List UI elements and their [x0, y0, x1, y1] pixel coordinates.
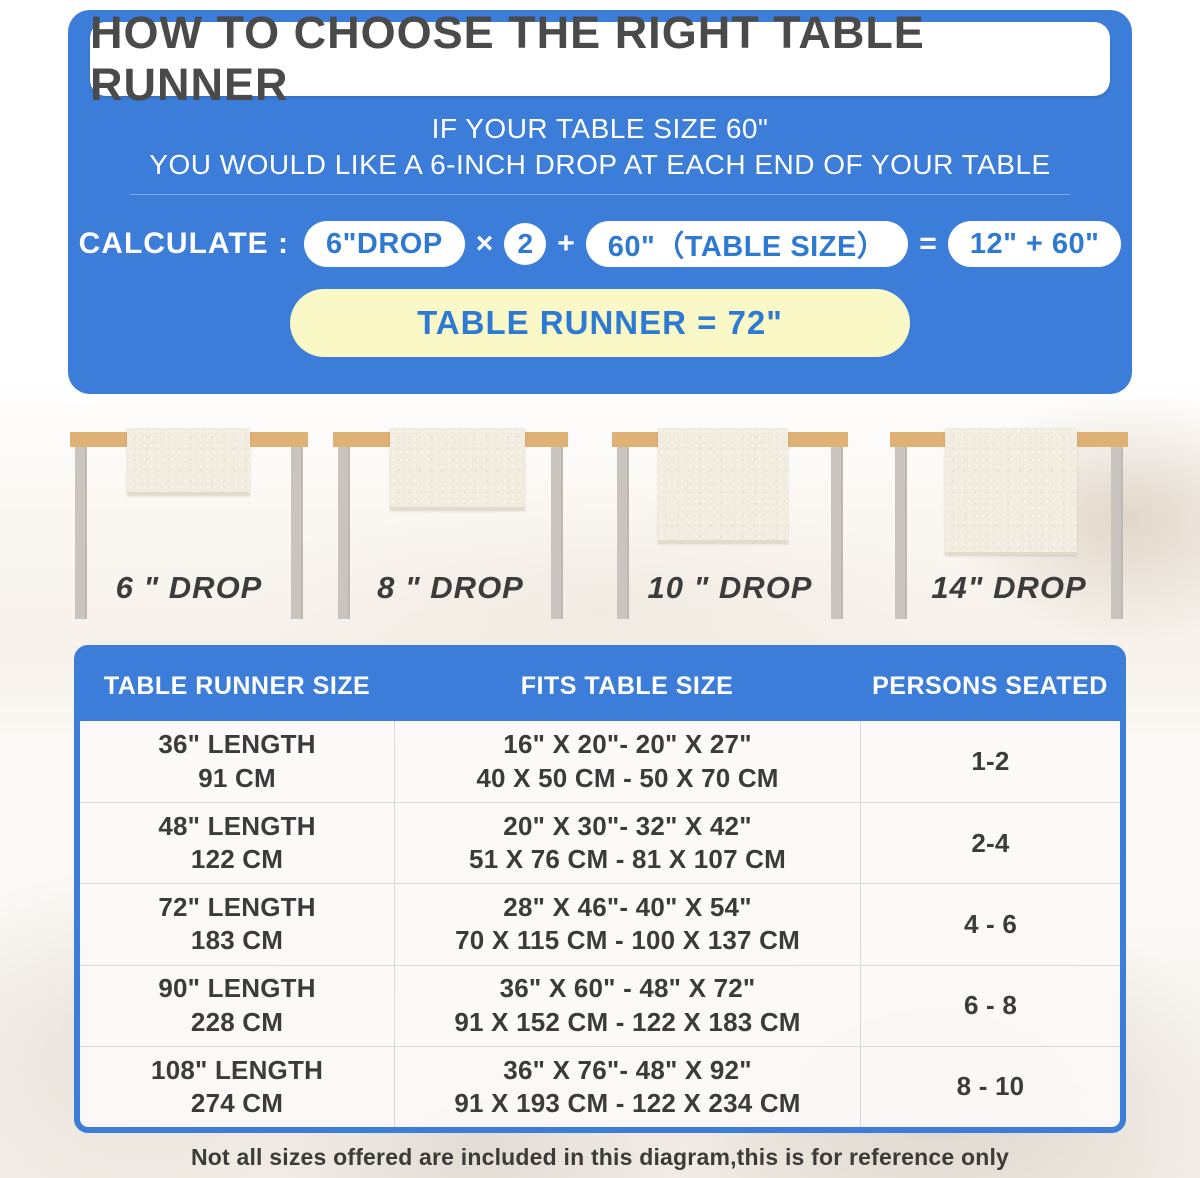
result-pill: TABLE RUNNER = 72"	[290, 289, 910, 357]
fits-table-size-cell: 20" X 30"- 32" X 42" 51 X 76 CM - 81 X 1…	[394, 803, 860, 884]
table-row: 72" LENGTH 183 CM 28" X 46"- 40" X 54" 7…	[80, 883, 1120, 965]
table-figure-10-drop: 10 " DROP	[612, 420, 848, 635]
runner-size-cell: 90" LENGTH 228 CM	[158, 973, 316, 1037]
plus-operator: +	[557, 227, 575, 260]
fits-table-size-cell: 36" X 60" - 48" X 72" 91 X 152 CM - 122 …	[394, 965, 860, 1046]
table-row: 36" LENGTH 91 CM 16" X 20"- 20" X 27" 40…	[80, 721, 1120, 803]
size-table: TABLE RUNNER SIZE FITS TABLE SIZE PERSON…	[74, 645, 1126, 1133]
runner-size-cell: 72" LENGTH 183 CM	[158, 892, 316, 956]
drop-illustrations: 6 " DROP 8 " DROP 10 " DROP	[0, 420, 1200, 635]
drop-label: 14" DROP	[931, 570, 1087, 605]
table-size-pill: 60"（TABLE SIZE）	[585, 221, 909, 267]
sum-pill: 12" + 60"	[947, 221, 1122, 267]
table-leg	[1111, 447, 1123, 619]
header-cell-fits-table-size: FITS TABLE SIZE	[520, 671, 734, 700]
runner-size-cell: 108" LENGTH 274 CM	[151, 1054, 324, 1118]
persons-seated-cell: 8 - 10	[859, 1046, 1120, 1127]
divider	[130, 194, 1070, 195]
calculate-label: CALCULATE :	[78, 227, 290, 260]
table-leg	[831, 447, 843, 619]
title-box: HOW TO CHOOSE THE RIGHT TABLE RUNNER	[90, 7, 1110, 110]
times-operator: ×	[475, 227, 494, 260]
fits-table-size-cell: 16" X 20"- 20" X 27" 40 X 50 CM - 50 X 7…	[394, 721, 860, 803]
fits-table-size-cell: 36" X 76"- 48" X 92" 91 X 193 CM - 122 X…	[394, 1046, 860, 1127]
persons-seated-cell: 6 - 8	[859, 965, 1120, 1046]
multiplier-badge: 2	[504, 223, 547, 265]
drop-label: 8 " DROP	[377, 570, 524, 605]
table-leg	[75, 447, 87, 619]
header-cell-persons-seated: PERSONS SEATED	[872, 671, 1108, 700]
table-figure-14-drop: 14" DROP	[890, 420, 1128, 635]
drop-pill: 6"DROP	[304, 221, 465, 267]
persons-seated-cell: 2-4	[859, 803, 1120, 884]
runner-size-cell: 48" LENGTH 122 CM	[158, 811, 316, 875]
size-table-body: 36" LENGTH 91 CM 16" X 20"- 20" X 27" 40…	[80, 721, 1120, 1127]
table-leg	[895, 447, 907, 619]
banner: HOW TO CHOOSE THE RIGHT TABLE RUNNER IF …	[68, 7, 1132, 394]
header-cell-runner-size: TABLE RUNNER SIZE	[103, 671, 371, 700]
table-leg	[551, 447, 563, 619]
size-table-header: TABLE RUNNER SIZE FITS TABLE SIZE PERSON…	[80, 651, 1120, 721]
table-row: 90" LENGTH 228 CM 36" X 60" - 48" X 72" …	[80, 964, 1120, 1046]
table-runner	[945, 428, 1077, 555]
table-runner	[390, 428, 525, 510]
runner-size-cell: 36" LENGTH 91 CM	[158, 729, 316, 793]
intro-line-1: IF YOUR TABLE SIZE 60"	[431, 113, 769, 144]
footer-note: Not all sizes offered are included in th…	[190, 1143, 1010, 1170]
persons-seated-cell: 1-2	[859, 721, 1120, 803]
table-figure-8-drop: 8 " DROP	[333, 420, 568, 635]
table-row: 108" LENGTH 274 CM 36" X 76"- 48" X 92" …	[80, 1045, 1120, 1127]
calculation-formula: CALCULATE : 6"DROP × 2 + 60"（TABLE SIZE）…	[68, 221, 1132, 267]
page-title: HOW TO CHOOSE THE RIGHT TABLE RUNNER	[90, 7, 925, 110]
persons-seated-cell: 4 - 6	[859, 884, 1120, 965]
intro-line-2: YOU WOULD LIKE A 6-INCH DROP AT EACH END…	[149, 149, 1051, 180]
table-leg	[617, 447, 629, 619]
table-row: 48" LENGTH 122 CM 20" X 30"- 32" X 42" 5…	[80, 802, 1120, 884]
drop-label: 10 " DROP	[647, 570, 813, 605]
table-runner	[127, 428, 250, 495]
equals-operator: =	[919, 227, 937, 260]
table-leg	[338, 447, 350, 619]
table-leg	[291, 447, 303, 619]
table-figure-6-drop: 6 " DROP	[70, 420, 308, 635]
fits-table-size-cell: 28" X 46"- 40" X 54" 70 X 115 CM - 100 X…	[394, 884, 860, 965]
drop-label: 6 " DROP	[115, 570, 263, 605]
table-runner	[658, 428, 788, 543]
